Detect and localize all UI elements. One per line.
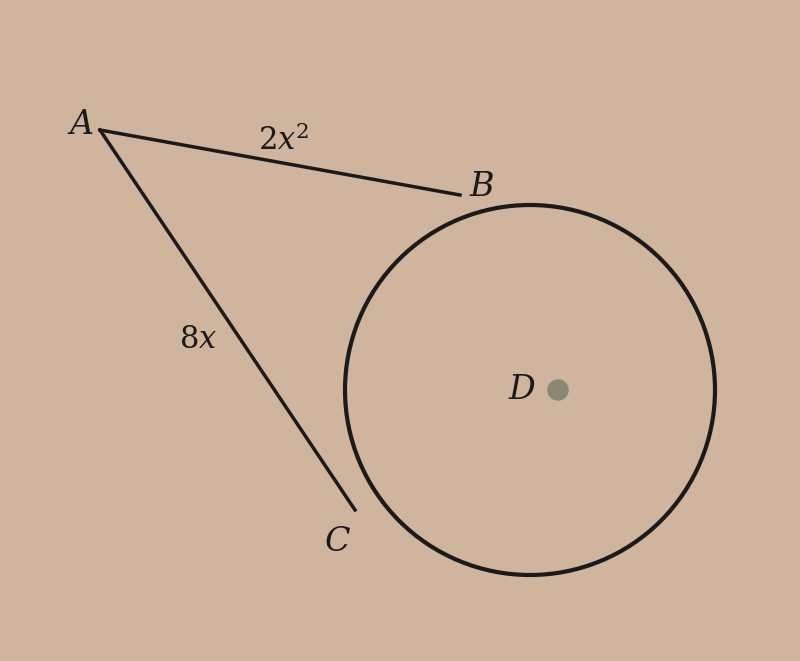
Circle shape bbox=[548, 380, 568, 400]
Text: $8x$: $8x$ bbox=[179, 324, 218, 355]
Text: B: B bbox=[470, 171, 494, 203]
Text: A: A bbox=[70, 109, 94, 141]
Text: D: D bbox=[509, 374, 535, 406]
Text: $2x^2$: $2x^2$ bbox=[258, 125, 310, 157]
Text: C: C bbox=[324, 526, 350, 558]
